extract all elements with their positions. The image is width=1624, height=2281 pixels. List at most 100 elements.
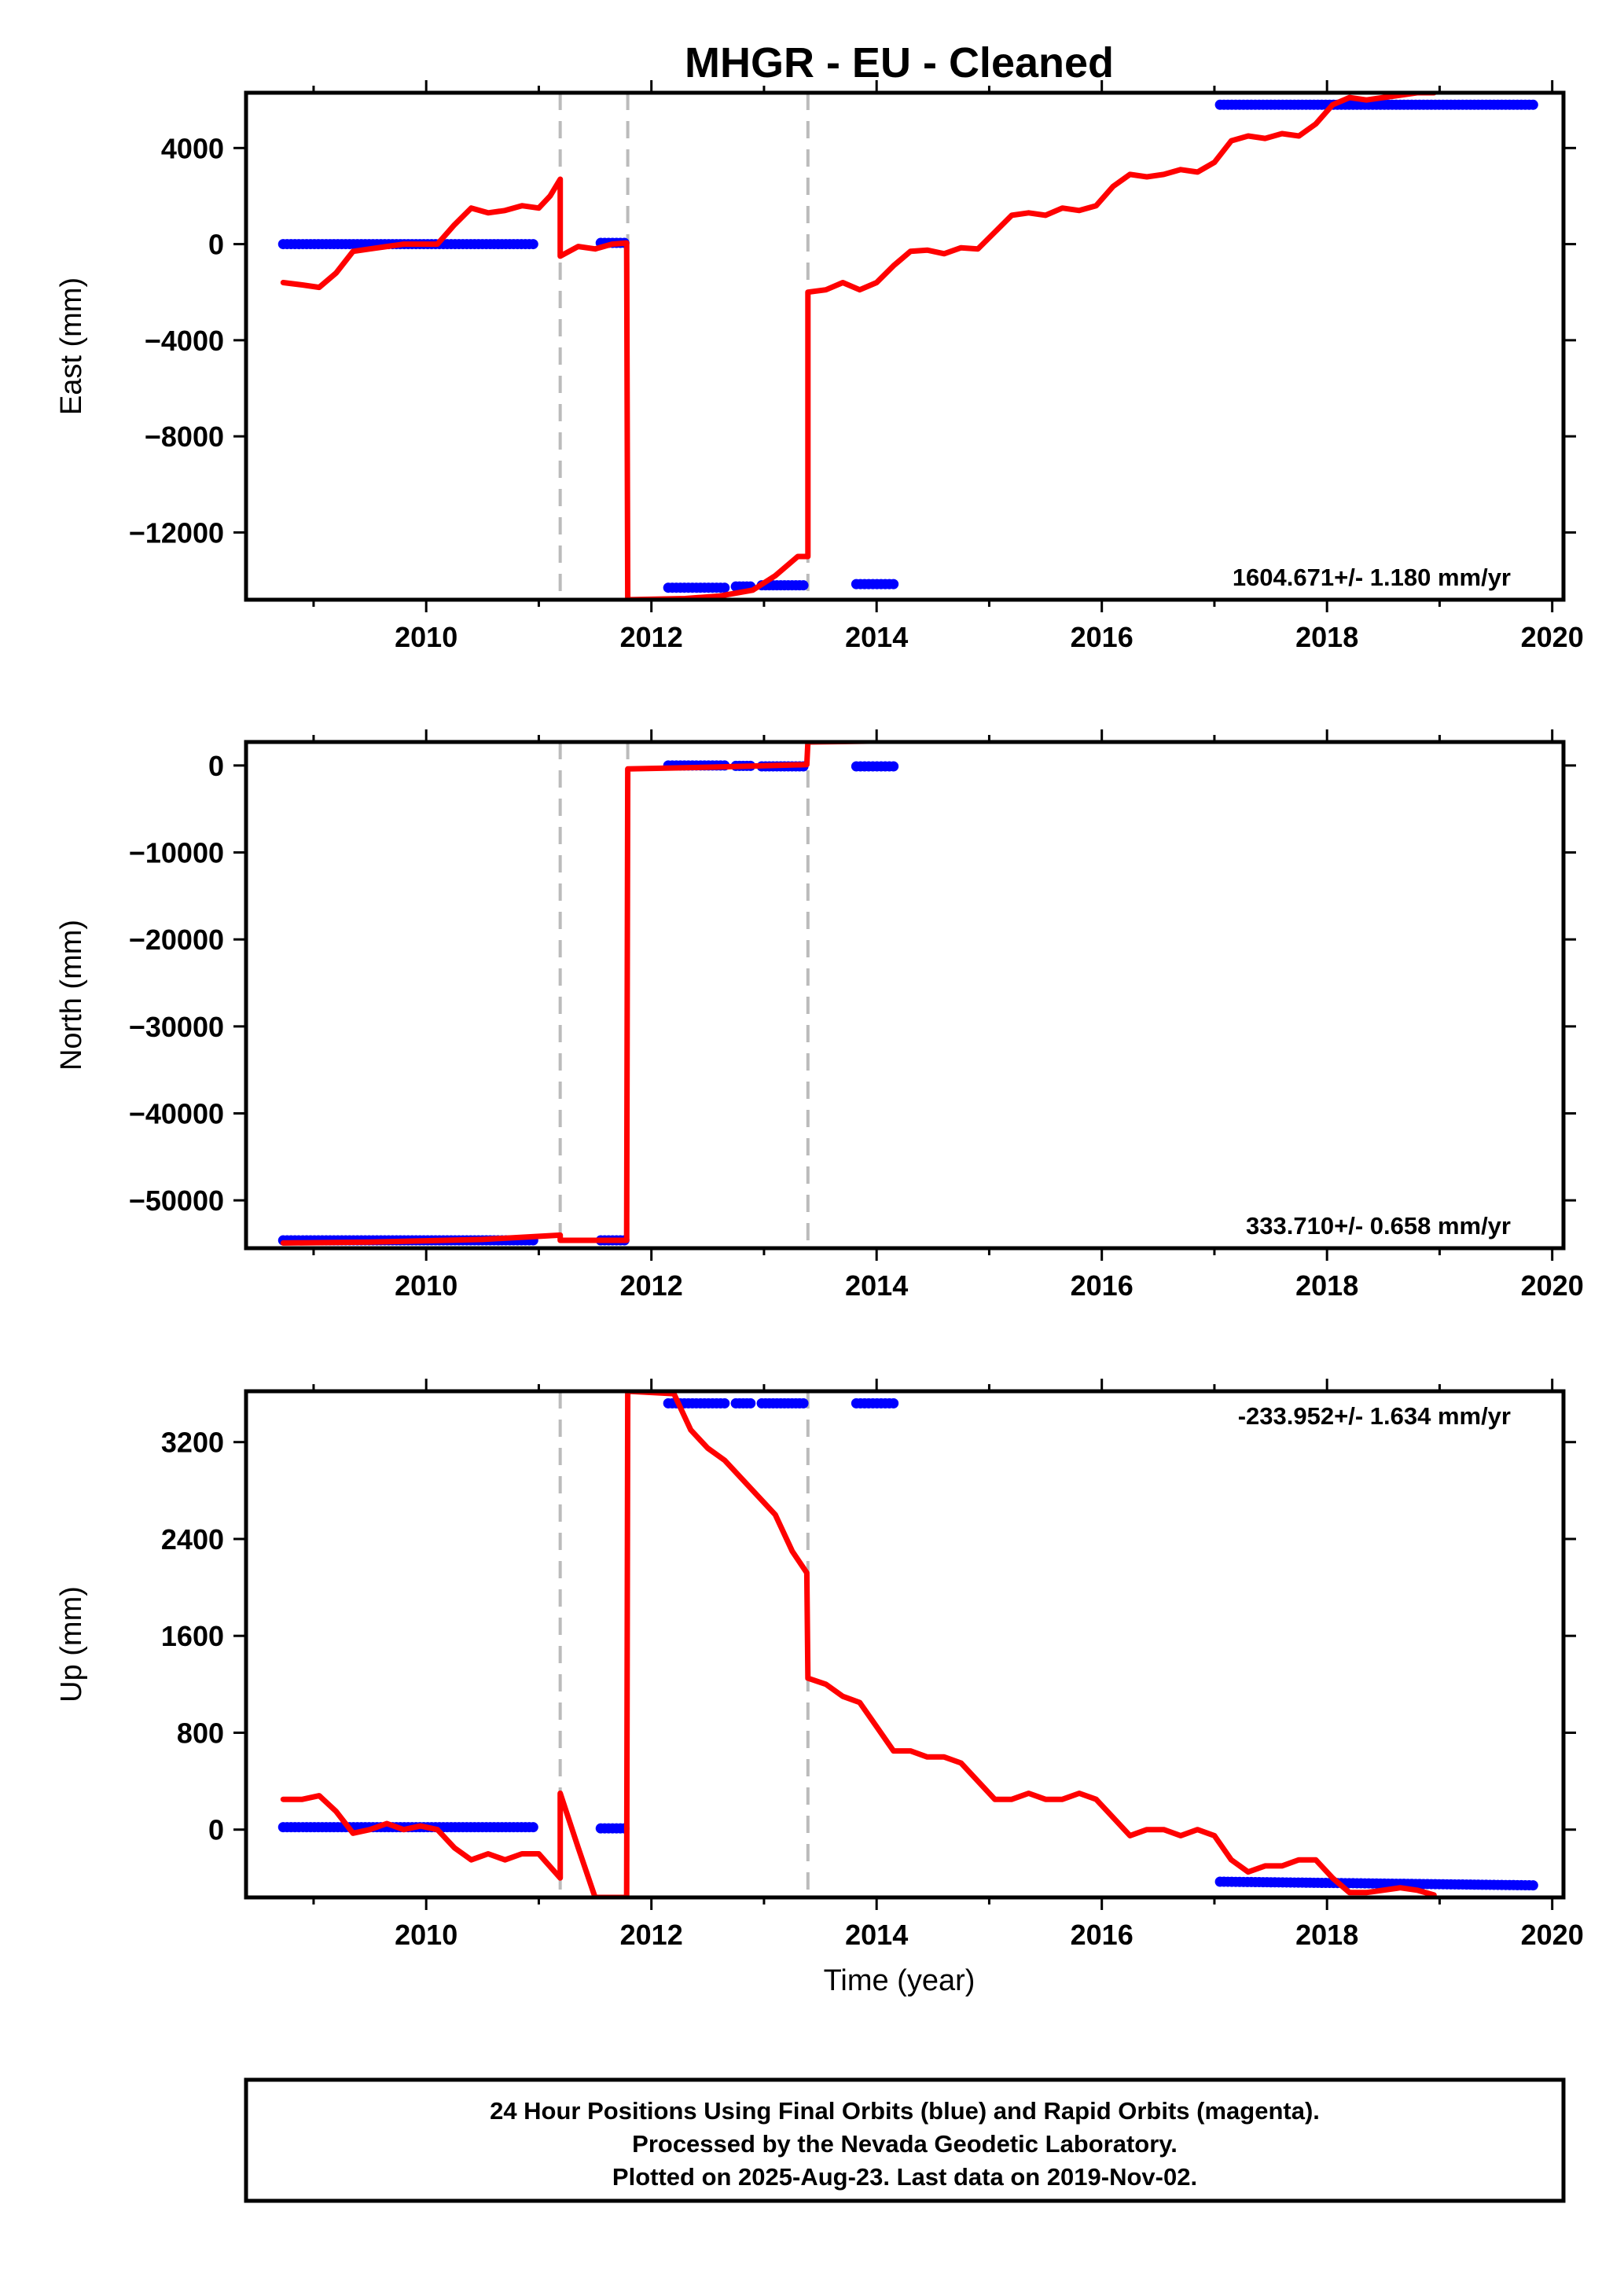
final-series-segment bbox=[730, 1398, 756, 1409]
plot-frame bbox=[244, 1389, 1566, 1900]
final-position-point bbox=[1481, 722, 1491, 733]
footer-frame bbox=[244, 2077, 1566, 2203]
final-position-point bbox=[1219, 722, 1229, 733]
x-tick-label: 2010 bbox=[395, 1269, 457, 1302]
final-position-point bbox=[798, 1398, 809, 1409]
final-position-point bbox=[1321, 722, 1331, 733]
x-tick-label: 2012 bbox=[620, 621, 683, 653]
final-position-point bbox=[1305, 722, 1315, 733]
final-position-point bbox=[1234, 722, 1244, 733]
final-position-point bbox=[1422, 722, 1432, 733]
final-position-point bbox=[1336, 722, 1347, 733]
final-position-point bbox=[1352, 722, 1362, 733]
final-position-point bbox=[1317, 722, 1327, 733]
final-position-point bbox=[1438, 722, 1448, 733]
final-series-segment bbox=[1214, 1876, 1538, 1891]
y-tick-label: −4000 bbox=[145, 325, 224, 357]
final-position-point bbox=[1387, 722, 1398, 733]
final-position-point bbox=[1238, 722, 1248, 733]
final-position-point bbox=[1380, 722, 1390, 733]
x-tick-label: 2016 bbox=[1071, 1919, 1133, 1951]
final-position-point bbox=[1485, 722, 1495, 733]
y-tick-label: −50000 bbox=[129, 1185, 224, 1217]
final-position-point bbox=[1269, 722, 1280, 733]
final-position-point bbox=[1289, 722, 1299, 733]
final-position-point bbox=[1368, 722, 1378, 733]
plot-area bbox=[277, 1391, 1538, 1897]
model-fit-line bbox=[280, 742, 959, 1246]
x-tick-label: 2018 bbox=[1295, 1919, 1358, 1951]
y-tick-label: −40000 bbox=[129, 1097, 224, 1129]
final-position-point bbox=[1215, 722, 1225, 733]
panel-up: 2010 2012 2014 2016 2018 2020 3200 2400 1600 800 0… bbox=[55, 1379, 1584, 1951]
footer-line-3: Plotted on 2025-Aug-23. Last data on 201… bbox=[612, 2163, 1197, 2191]
final-position-point bbox=[1328, 722, 1339, 733]
final-position-point bbox=[1262, 722, 1272, 733]
final-series-segment bbox=[851, 761, 899, 772]
final-position-point bbox=[1340, 722, 1350, 733]
x-tick-label: 2020 bbox=[1521, 621, 1584, 653]
final-position-point bbox=[1383, 722, 1394, 733]
final-position-point bbox=[1273, 722, 1284, 733]
y-tick-label: 800 bbox=[177, 1717, 224, 1749]
final-position-point bbox=[719, 1398, 730, 1409]
final-position-point bbox=[1332, 722, 1343, 733]
final-position-point bbox=[1293, 722, 1303, 733]
final-position-point bbox=[1223, 722, 1233, 733]
final-position-point bbox=[1489, 722, 1499, 733]
final-position-point bbox=[1364, 722, 1374, 733]
final-position-point bbox=[1250, 722, 1260, 733]
x-tick-label: 2020 bbox=[1521, 1269, 1584, 1302]
x-tick-label: 2020 bbox=[1521, 1919, 1584, 1951]
panel-north: 2010 2012 2014 2016 2018 2020 0 −10000 −20000 −30… bbox=[55, 722, 1584, 1302]
final-position-point bbox=[527, 1822, 538, 1833]
x-tick-label: 2016 bbox=[1071, 621, 1133, 653]
final-position-point bbox=[1449, 722, 1460, 733]
final-position-point bbox=[1372, 722, 1382, 733]
y-tick-label: 0 bbox=[208, 1814, 224, 1846]
final-position-point bbox=[1473, 722, 1483, 733]
final-position-point bbox=[1356, 722, 1366, 733]
final-position-point bbox=[1297, 722, 1307, 733]
final-position-point bbox=[888, 1398, 899, 1409]
final-position-point bbox=[745, 1398, 756, 1409]
final-position-point bbox=[1446, 722, 1456, 733]
velocity-rate-label: 333.710+/- 0.658 mm/yr bbox=[1246, 1212, 1511, 1240]
plot-area bbox=[277, 93, 1538, 600]
final-position-point bbox=[1527, 1880, 1538, 1891]
y-axis-label: Up (mm) bbox=[55, 1586, 88, 1702]
model-fit-line bbox=[280, 1391, 1437, 1897]
velocity-rate-label: -233.952+/- 1.634 mm/yr bbox=[1238, 1402, 1511, 1430]
final-series-segment bbox=[756, 1398, 809, 1409]
panels: 2010 2012 2014 2016 2018 2020 4000 0 −4000 −8000 −… bbox=[55, 80, 1584, 1951]
y-tick-label: 3200 bbox=[161, 1427, 224, 1459]
final-position-point bbox=[1348, 722, 1358, 733]
final-position-point bbox=[1254, 722, 1264, 733]
final-position-point bbox=[1258, 722, 1268, 733]
final-position-point bbox=[798, 580, 809, 591]
final-series-segment bbox=[1214, 99, 1538, 110]
x-tick-label: 2016 bbox=[1071, 1269, 1133, 1302]
y-tick-label: −8000 bbox=[145, 421, 224, 453]
final-position-point bbox=[1231, 722, 1241, 733]
final-position-point bbox=[1242, 722, 1252, 733]
y-tick-label: 2400 bbox=[161, 1523, 224, 1556]
final-series-segment bbox=[851, 579, 899, 590]
final-series-segment bbox=[1215, 722, 1538, 733]
y-tick-label: 0 bbox=[208, 750, 224, 782]
x-axis-label: Time (year) bbox=[824, 1964, 976, 1997]
x-tick-label: 2014 bbox=[845, 1269, 908, 1302]
y-tick-label: −12000 bbox=[129, 516, 224, 549]
x-tick-label: 2014 bbox=[845, 1919, 908, 1951]
final-position-point bbox=[1285, 722, 1295, 733]
final-position-point bbox=[1360, 722, 1370, 733]
figure-title: MHGR - EU - Cleaned bbox=[685, 39, 1114, 86]
final-position-point bbox=[1399, 722, 1409, 733]
y-axis-label: North (mm) bbox=[55, 920, 88, 1071]
final-position-point bbox=[1461, 722, 1472, 733]
final-position-point bbox=[1403, 722, 1413, 733]
x-tick-label: 2012 bbox=[620, 1269, 683, 1302]
footer-line-1: 24 Hour Positions Using Final Orbits (bl… bbox=[490, 2097, 1320, 2125]
final-position-point bbox=[1505, 722, 1515, 733]
final-position-point bbox=[1410, 722, 1420, 733]
